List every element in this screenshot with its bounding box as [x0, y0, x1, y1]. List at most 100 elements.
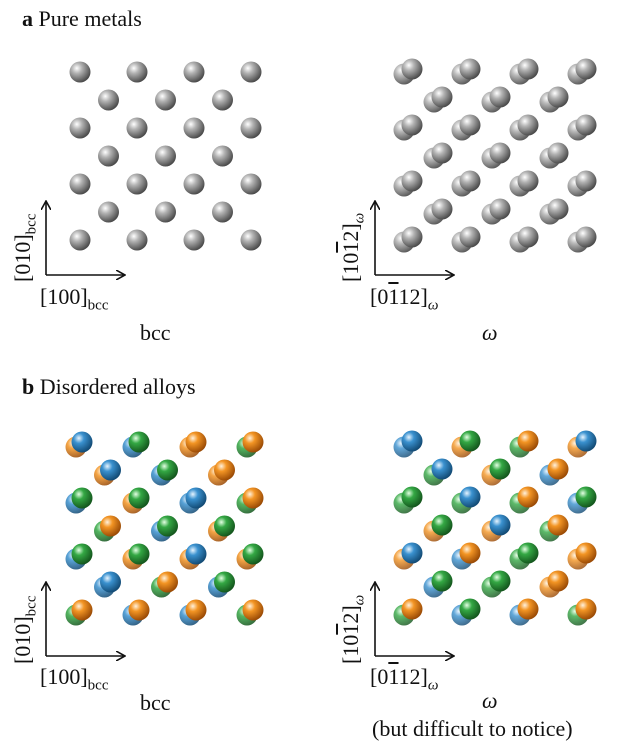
- panel-b-bcc-x-axis-label: [100]bcc: [40, 664, 109, 694]
- alloy-atom: [517, 486, 539, 508]
- panel-b-bcc-caption: bcc: [140, 690, 171, 715]
- alloy-atom: [71, 487, 93, 509]
- metal-atom: [459, 170, 481, 192]
- metal-atom: [155, 145, 176, 167]
- alloy-atom: [242, 599, 264, 621]
- metal-atom: [98, 201, 119, 223]
- panel-b-omega-atoms: [393, 430, 597, 626]
- metal-atom: [212, 201, 233, 223]
- metal-atom: [126, 173, 148, 195]
- alloy-atom: [128, 599, 150, 621]
- panel-a-bcc-y-axis-label: [010]bcc: [10, 213, 40, 282]
- panel-a-title: a Pure metals: [22, 6, 142, 32]
- metal-atom: [155, 89, 176, 111]
- alloy-atom: [157, 515, 178, 537]
- metal-atom: [98, 89, 119, 111]
- panel-b-title: b Disordered alloys: [22, 374, 196, 400]
- alloy-atom: [431, 570, 453, 592]
- metal-atom: [126, 229, 148, 251]
- alloy-atom: [157, 571, 178, 593]
- alloy-atom: [401, 598, 423, 620]
- panel-a-bcc-atoms: [69, 61, 262, 251]
- metal-atom: [401, 114, 423, 136]
- metal-atom: [240, 61, 262, 83]
- metal-atom: [126, 117, 148, 139]
- alloy-atom: [431, 514, 453, 536]
- panel-b-bcc-atoms: [65, 431, 264, 626]
- metal-atom: [69, 61, 91, 83]
- metal-atom: [240, 117, 262, 139]
- alloy-atom: [459, 542, 481, 564]
- panel-b-omega-x-axis-label: [0112]ω: [370, 664, 439, 694]
- panel-a-title-text: Pure metals: [38, 6, 142, 31]
- metal-atom: [401, 170, 423, 192]
- metal-atom: [240, 173, 262, 195]
- metal-atom: [517, 114, 539, 136]
- alloy-atom: [128, 487, 150, 509]
- metal-atom: [69, 229, 91, 251]
- panel-b-bcc-axes: [46, 583, 124, 656]
- alloy-atom: [401, 542, 423, 564]
- panel-a-bcc-axes: [46, 202, 124, 275]
- alloy-atom: [517, 542, 539, 564]
- metal-atom: [98, 145, 119, 167]
- metal-atom: [547, 142, 569, 164]
- metal-atom: [183, 117, 205, 139]
- metal-atom: [126, 61, 148, 83]
- alloy-atom: [185, 431, 207, 453]
- metal-atom: [401, 226, 423, 248]
- alloy-atom: [242, 431, 264, 453]
- alloy-atom: [431, 458, 453, 480]
- metal-atom: [431, 86, 453, 108]
- metal-atom: [459, 114, 481, 136]
- metal-atom: [575, 58, 597, 80]
- panel-b-omega-y-axis-label: [1012]ω: [338, 594, 368, 664]
- panel-a-omega-y-axis-label: [1012]ω: [338, 212, 368, 282]
- panel-b-omega-caption: ω: [482, 688, 498, 713]
- metal-atom: [459, 226, 481, 248]
- alloy-atom: [185, 543, 207, 565]
- alloy-atom: [71, 599, 93, 621]
- panel-b-omega-axes: [375, 583, 453, 656]
- metal-atom: [517, 58, 539, 80]
- alloy-atom: [489, 458, 511, 480]
- metal-atom: [155, 201, 176, 223]
- metal-atom: [69, 173, 91, 195]
- metal-atom: [401, 58, 423, 80]
- panel-a-omega-x-axis-label: [0112]ω: [370, 284, 439, 314]
- metal-atom: [517, 170, 539, 192]
- alloy-atom: [517, 598, 539, 620]
- metal-atom: [183, 173, 205, 195]
- panel-a-omega-caption: ω: [482, 320, 498, 345]
- metal-atom: [547, 198, 569, 220]
- metal-atom: [459, 58, 481, 80]
- metal-atom: [489, 86, 511, 108]
- alloy-atom: [71, 431, 93, 453]
- panel-b-omega-note: (but difficult to notice): [372, 716, 573, 741]
- alloy-atom: [575, 598, 597, 620]
- panel-a-bcc-x-axis-label: [100]bcc: [40, 284, 109, 314]
- alloy-atom: [547, 514, 569, 536]
- alloy-atom: [214, 515, 235, 537]
- alloy-atom: [185, 487, 207, 509]
- alloy-atom: [489, 570, 511, 592]
- alloy-atom: [459, 430, 481, 452]
- metal-atom: [517, 226, 539, 248]
- panel-b-title-text: Disordered alloys: [39, 374, 196, 399]
- alloy-atom: [100, 515, 121, 537]
- panel-a-letter: a: [22, 6, 33, 31]
- metal-atom: [575, 170, 597, 192]
- metal-atom: [575, 114, 597, 136]
- panel-a-omega-axes: [375, 202, 453, 275]
- panel-a-bcc-caption: bcc: [140, 320, 171, 345]
- alloy-atom: [575, 486, 597, 508]
- alloy-atom: [575, 430, 597, 452]
- metal-atom: [183, 229, 205, 251]
- metal-atom: [489, 142, 511, 164]
- metal-atom: [489, 198, 511, 220]
- alloy-atom: [71, 543, 93, 565]
- alloy-atom: [547, 458, 569, 480]
- alloy-atom: [128, 543, 150, 565]
- alloy-atom: [401, 486, 423, 508]
